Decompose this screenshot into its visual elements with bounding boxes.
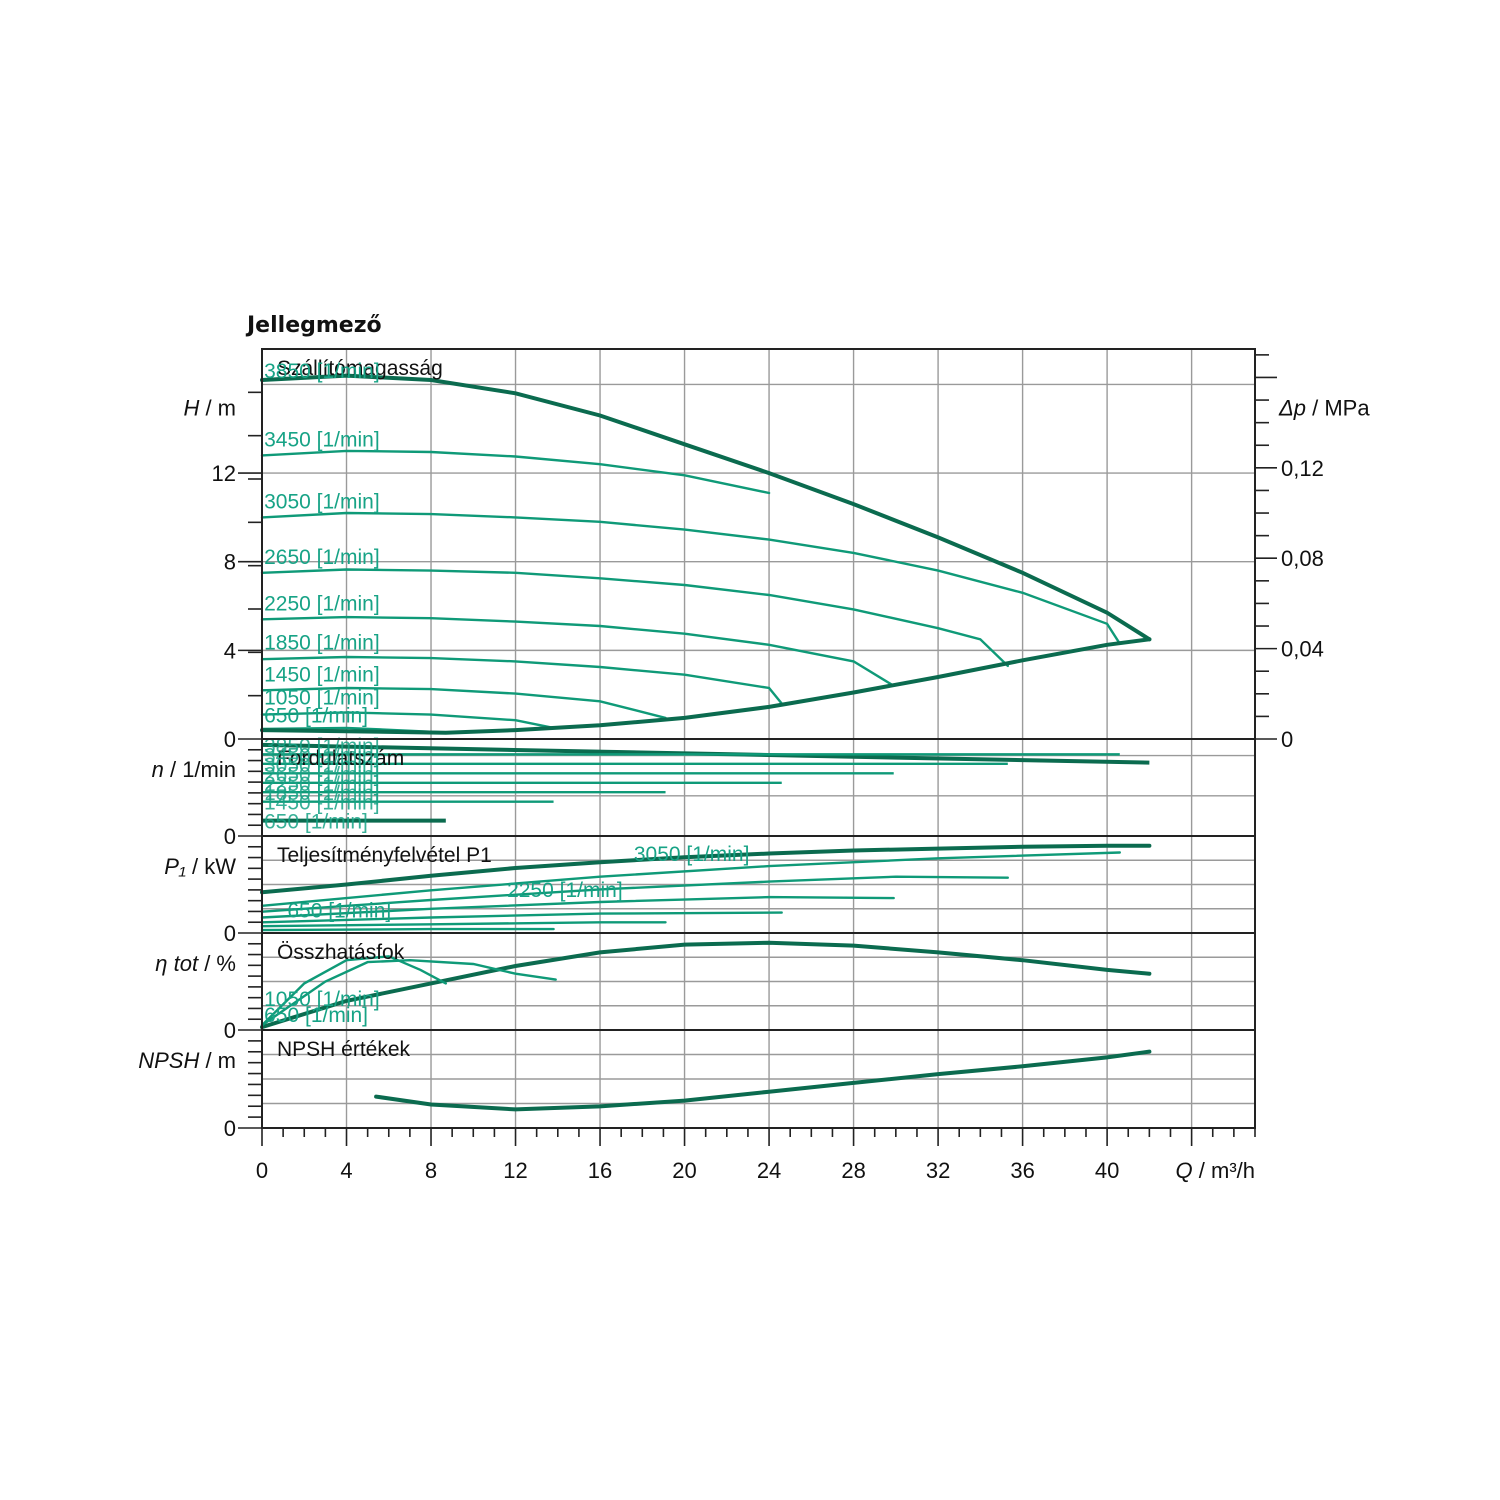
head-curve-1850-1-min: [260, 655, 783, 705]
npsh-curve-npsh: [374, 1049, 1152, 1112]
x-tick-label: 32: [926, 1158, 950, 1183]
x-tick-label: 0: [256, 1158, 268, 1183]
head-curve-label-1850-1-min: 1850 [1/min]: [264, 631, 380, 654]
y-axis-label-npsh: NPSH / m: [138, 1048, 236, 1073]
panel-title-efficiency: Összhatásfok: [277, 941, 405, 964]
x-tick-label: 24: [757, 1158, 781, 1183]
power-curve-2250-1-min: [260, 895, 895, 919]
efficiency-curve-1050-1-min: [260, 958, 557, 1027]
x-tick-label: 8: [425, 1158, 437, 1183]
panel-title-speed: Fordulatszám: [277, 747, 404, 770]
power-curve-label-3050-1-min: 3050 [1/min]: [634, 843, 750, 866]
head-curve-2650-1-min: [260, 568, 1009, 668]
y-axis-label-power: P₁ / kW: [164, 854, 236, 879]
head-curve-label-3450-1-min: 3450 [1/min]: [264, 429, 380, 452]
panel-title-power: Teljesítményfelvétel P1: [277, 844, 492, 867]
head-curve-1050-1-min: [260, 711, 555, 730]
power-curve-3850-1-min: [260, 843, 1152, 895]
speed-curve-label: 650 [1/min]: [264, 811, 368, 834]
efficiency-curve-label-1050-1-min: 1050 [1/min]: [264, 988, 380, 1011]
head-curve-label-1050-1-min: 1050 [1/min]: [264, 687, 380, 710]
x-tick-label: 12: [503, 1158, 527, 1183]
axes: 0 4 8 12 H / m 0 0,04 0,08 0,12 Δp / MPa 0 n / 1/mi…: [138, 348, 1370, 1183]
speed-curve-label: 3450 [1/min]: [264, 744, 380, 767]
head-curve-3050-1-min: [260, 511, 1121, 645]
power-curve-1850-1-min: [260, 911, 783, 924]
right-axis-label: Δp / MPa: [1278, 395, 1370, 420]
head-curve-label-3850-1-min: 3850 [1/min]: [264, 360, 380, 383]
speed-curve-label: 3850 [1/min]: [264, 735, 380, 758]
x-tick-label: 40: [1095, 1158, 1119, 1183]
power-curve-label-650-1-min: 650 [1/min]: [287, 899, 391, 922]
x-axis-label: Q / m³/h: [1176, 1158, 1255, 1183]
head-curve-2250-1-min: [260, 615, 895, 687]
right-tick-label: 0: [1281, 727, 1293, 752]
y-axis-label-speed: n / 1/min: [152, 757, 236, 782]
curves: [260, 373, 1152, 1112]
x-tick-label: 4: [340, 1158, 352, 1183]
power-curve-3050-1-min: [260, 851, 1121, 907]
right-tick-label: 0,04: [1281, 637, 1324, 662]
x-tick-label: 20: [672, 1158, 696, 1183]
head-curve-3450-1-min: [260, 449, 771, 495]
right-tick-label: 0,08: [1281, 546, 1324, 571]
panel-frame-head: [261, 348, 1256, 740]
speed-curve-label: 1450 [1/min]: [264, 792, 380, 815]
panel-title-head: Szállítómagasság: [277, 357, 443, 380]
chart-title: Jellegmező: [245, 313, 382, 338]
y-tick-label-speed: 0: [224, 824, 236, 849]
y-tick-label-npsh: 0: [224, 1116, 236, 1141]
head-curve-label-2650-1-min: 2650 [1/min]: [264, 546, 380, 569]
x-tick-label: 36: [1010, 1158, 1034, 1183]
panel-title-npsh: NPSH értékek: [277, 1038, 411, 1061]
y-tick-label-power: 0: [224, 921, 236, 946]
y-tick-label-efficiency: 0: [224, 1018, 236, 1043]
speed-curve-label: 2250 [1/min]: [264, 773, 380, 796]
y-axis-label-efficiency: η tot / %: [155, 951, 236, 976]
y-axis-label-head: H / m: [183, 395, 236, 420]
head-min-curve: [260, 637, 1152, 735]
power-curve-label-2250-1-min: 2250 [1/min]: [507, 879, 623, 902]
efficiency-curve-label-650-1-min: 650 [1/min]: [264, 1004, 368, 1027]
head-curve-label-1450-1-min: 1450 [1/min]: [264, 663, 380, 686]
power-curve-1450-1-min: [260, 921, 667, 928]
right-tick-label: 0,12: [1281, 456, 1324, 481]
speed-curve-label: 2650 [1/min]: [264, 763, 380, 786]
power-curve-650-1-min: [260, 927, 555, 932]
efficiency-curve-3850-1-min: [260, 940, 1152, 1030]
power-curve-2650-1-min: [260, 875, 1009, 913]
head-curve-label-650-1-min: 650 [1/min]: [264, 704, 368, 727]
y-tick-label-head: 8: [224, 550, 236, 575]
speed-curve-label: 3050 [1/min]: [264, 754, 380, 777]
head-curve-3850-1-min: [260, 373, 1152, 642]
head-curve-1450-1-min: [260, 686, 667, 720]
speed-curve-label: 1850 [1/min]: [264, 782, 380, 805]
x-tick-label: 16: [588, 1158, 612, 1183]
y-tick-label-head: 12: [212, 461, 236, 486]
head-curve-label-3050-1-min: 3050 [1/min]: [264, 491, 380, 514]
y-tick-label-head: 4: [224, 638, 236, 663]
grid: [262, 349, 1255, 1128]
x-tick-label: 28: [841, 1158, 865, 1183]
panel-frame-npsh: [261, 1029, 1256, 1129]
y-tick-label-head: 0: [224, 727, 236, 752]
head-curve-label-2250-1-min: 2250 [1/min]: [264, 592, 380, 615]
efficiency-curve-650-1-min: [260, 955, 447, 1027]
